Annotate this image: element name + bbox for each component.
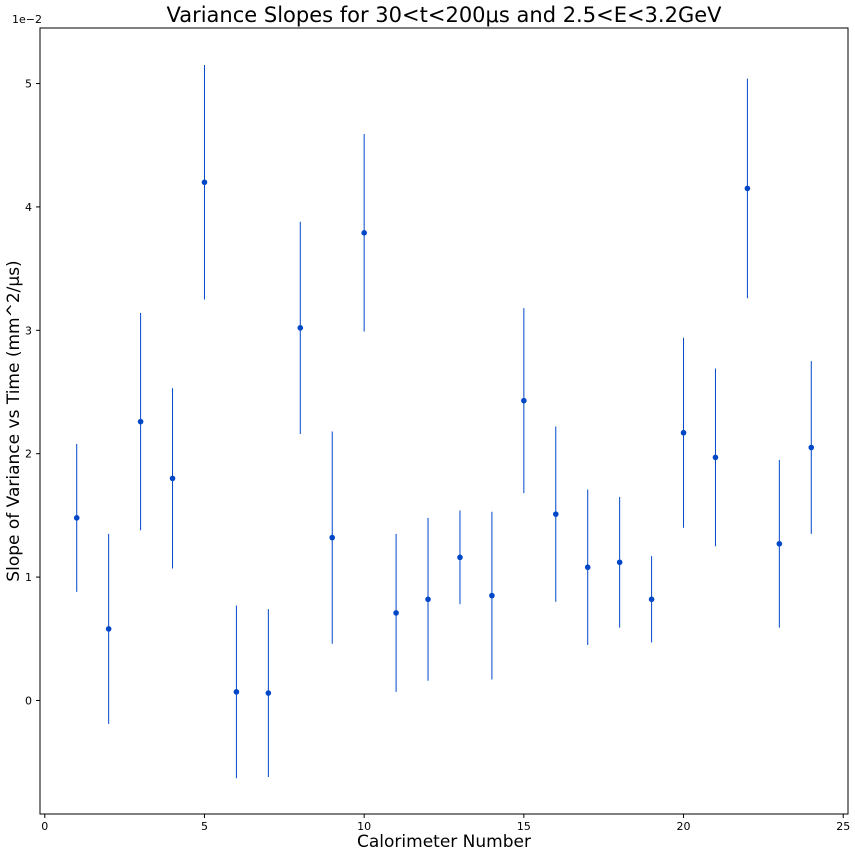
- x-tick-label: 15: [517, 820, 531, 833]
- y-tick-label: 5: [25, 78, 32, 91]
- data-point: [680, 429, 687, 436]
- data-point: [233, 689, 240, 695]
- data-point: [297, 325, 304, 331]
- y-tick-label: 4: [25, 201, 32, 214]
- data-point: [393, 610, 399, 616]
- data-point: [584, 564, 591, 571]
- data-point: [648, 596, 655, 603]
- data-point: [776, 540, 783, 547]
- x-axis-label: Calorimeter Number: [357, 832, 531, 852]
- data-point: [425, 596, 431, 603]
- data-point: [552, 511, 559, 517]
- y-tick-label: 2: [25, 448, 32, 461]
- data-point: [201, 179, 208, 186]
- data-point: [521, 397, 527, 404]
- y-tick-label: 1: [25, 571, 32, 584]
- data-point: [808, 444, 815, 451]
- y-axis-label: Slope of Variance vs Time (mm^2/μs): [4, 260, 24, 581]
- data-point: [265, 690, 272, 696]
- data-point: [712, 454, 719, 461]
- data-point: [105, 626, 112, 632]
- data-point: [744, 185, 751, 192]
- y-axis-offset-label: 1e−2: [12, 13, 42, 26]
- chart-title: Variance Slopes for 30<t<200μs and 2.5<E…: [166, 3, 722, 27]
- data-point: [457, 554, 463, 561]
- x-axis-ticks: 0 5 10 15 20 25: [41, 814, 850, 833]
- y-tick-label: 3: [25, 324, 32, 337]
- plot-frame: [39, 27, 849, 815]
- data-point: [73, 515, 80, 521]
- x-tick-label: 10: [357, 820, 371, 833]
- marker-group: [73, 179, 815, 696]
- errorbar-group: [76, 65, 812, 779]
- x-tick-label: 25: [836, 820, 850, 833]
- x-tick-label: 0: [41, 820, 48, 833]
- x-tick-label: 5: [201, 820, 208, 833]
- y-tick-label: 0: [25, 694, 32, 707]
- x-tick-label: 20: [677, 820, 691, 833]
- data-point: [137, 418, 144, 425]
- data-point: [169, 475, 176, 482]
- y-axis-ticks: 0 1 2 3 4 5: [25, 78, 40, 707]
- data-point: [329, 534, 336, 541]
- data-point: [616, 559, 623, 566]
- data-point: [489, 592, 495, 599]
- data-point: [361, 230, 367, 236]
